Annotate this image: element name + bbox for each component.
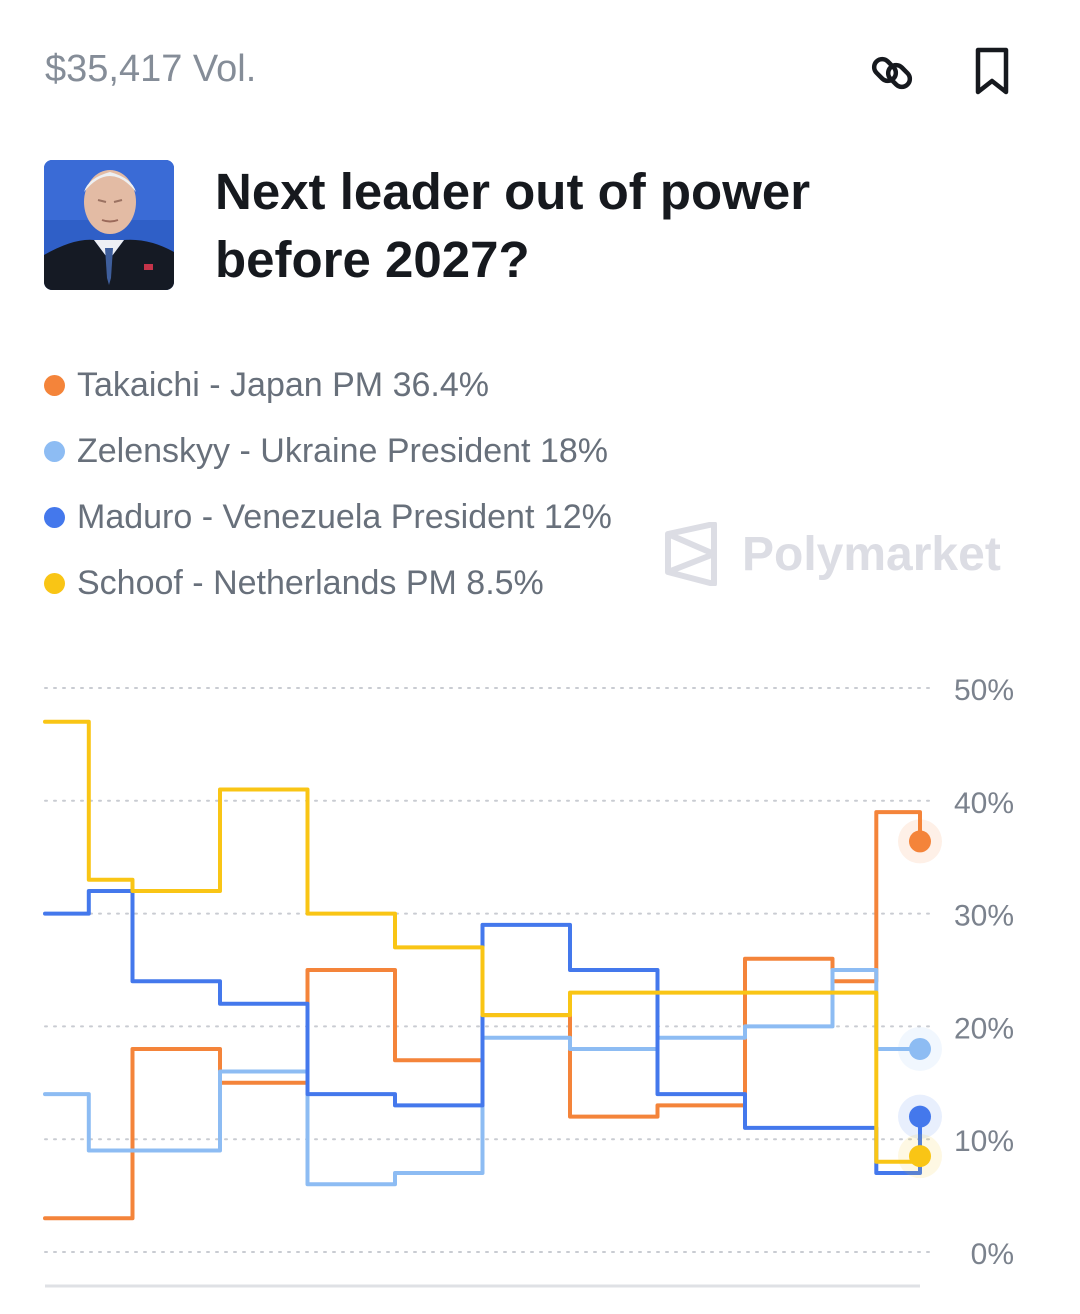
series-end-point-3 xyxy=(909,1145,931,1168)
series-end-point-2 xyxy=(909,1105,931,1128)
chart-legend: Takaichi - Japan PM 36.4% Zelenskyy - Uk… xyxy=(44,352,612,616)
legend-item-maduro: Maduro - Venezuela President 12% xyxy=(44,484,612,550)
legend-dot-schoof xyxy=(44,572,65,594)
market-thumbnail[interactable] xyxy=(44,160,174,290)
series-end-point-1 xyxy=(909,1037,931,1060)
y-tick-label: 40% xyxy=(954,787,1014,820)
polymarket-logo-icon xyxy=(665,522,717,586)
y-tick-label: 20% xyxy=(954,1012,1014,1045)
legend-dot-takaichi xyxy=(44,374,65,396)
price-chart: 0% 10% 20% 30% 40% 50% xyxy=(43,674,1014,1288)
y-tick-label: 50% xyxy=(954,674,1014,707)
series-line-3 xyxy=(43,719,922,1164)
y-tick-label: 30% xyxy=(954,900,1014,933)
legend-dot-zelenskyy xyxy=(44,440,65,462)
legend-label-maduro: Maduro - Venezuela President 12% xyxy=(77,497,612,536)
legend-label-takaichi: Takaichi - Japan PM 36.4% xyxy=(77,365,489,404)
bookmark-icon[interactable] xyxy=(968,46,1016,98)
legend-item-zelenskyy: Zelenskyy - Ukraine President 18% xyxy=(44,418,612,484)
polymarket-brand-name: Polymarket xyxy=(742,527,1001,581)
link-icon[interactable] xyxy=(868,48,918,98)
legend-label-schoof: Schoof - Netherlands PM 8.5% xyxy=(77,563,544,602)
volume-label: $35,417 Vol. xyxy=(45,48,257,90)
legend-label-zelenskyy: Zelenskyy - Ukraine President 18% xyxy=(77,431,609,470)
series-end-point-0 xyxy=(909,830,931,853)
y-tick-label: 10% xyxy=(954,1125,1014,1158)
market-title: Next leader out of power before 2027? xyxy=(215,163,811,288)
legend-item-schoof: Schoof - Netherlands PM 8.5% xyxy=(44,550,612,616)
legend-item-takaichi: Takaichi - Japan PM 36.4% xyxy=(44,352,612,418)
legend-dot-maduro xyxy=(44,506,65,528)
y-tick-label: 0% xyxy=(971,1238,1014,1271)
polymarket-watermark: Polymarket xyxy=(664,522,1001,586)
